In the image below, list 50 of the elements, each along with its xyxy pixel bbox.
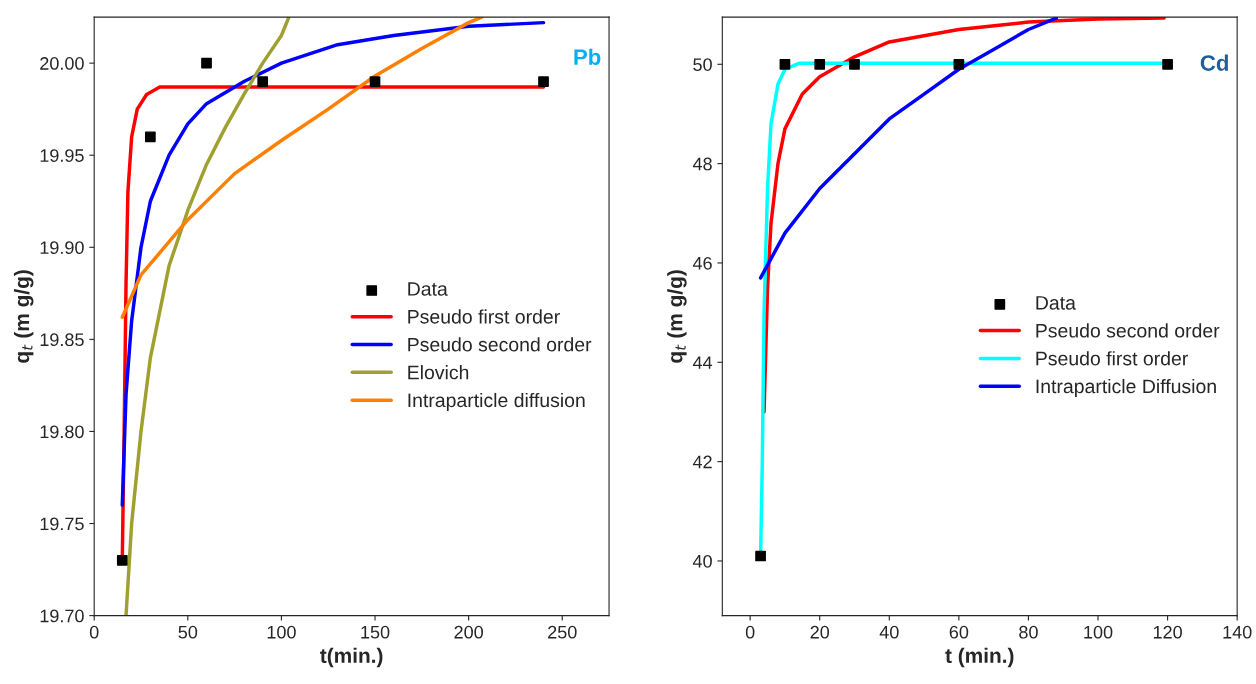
y-tick-label: 19.80 <box>40 425 84 439</box>
point <box>116 555 128 566</box>
y-tick-label: 42 <box>692 455 712 469</box>
y-tick-label: 19.90 <box>40 241 84 255</box>
x-tick-label: 120 <box>1153 625 1182 639</box>
x-axis-title: t (min.) <box>945 647 1014 668</box>
legend-label: Intraparticle diffusion <box>408 392 585 412</box>
y-tick-label: 19.85 <box>40 333 84 347</box>
legend-label: Pseudo second order <box>1036 323 1220 338</box>
point <box>369 76 381 87</box>
annotation: Cd <box>1200 54 1228 71</box>
y-tick-label: 44 <box>692 356 713 369</box>
legend-label: Pseudo first order <box>408 309 560 324</box>
x-tick-label: 80 <box>1019 625 1038 639</box>
line-series <box>124 17 291 616</box>
y-tick-label: 19.70 <box>40 609 84 623</box>
y-axis-title: q$_{t}$ (m g/g) <box>13 270 34 363</box>
x-tick-label: 200 <box>454 625 483 639</box>
x-axis-title: t(min.) <box>320 647 383 668</box>
y-axis-title: q$_{t}$ (m g/g) <box>667 270 687 363</box>
y-tick-label: 40 <box>692 554 712 568</box>
x-tick-label: 40 <box>879 625 899 639</box>
legend-label: Data <box>1036 296 1076 310</box>
legend-label: Intraparticle Diffusion <box>1036 378 1216 398</box>
x-tick-label: 60 <box>949 625 969 639</box>
y-tick-label: 46 <box>692 256 712 270</box>
y-tick-label: 19.75 <box>40 517 84 531</box>
annotation: Pb <box>574 48 601 65</box>
x-tick-label: 100 <box>1084 625 1113 639</box>
point <box>145 131 156 143</box>
y-tick-label: 50 <box>693 58 712 71</box>
x-tick-label: 140 <box>1223 625 1252 639</box>
point <box>538 76 549 87</box>
line-series <box>758 17 1059 280</box>
x-tick-label: 0 <box>745 625 755 639</box>
legend-label: Data <box>408 282 448 296</box>
y-tick-label: 48 <box>692 157 712 171</box>
legend-label: Pseudo first order <box>1036 351 1188 366</box>
x-tick-label: 250 <box>548 625 577 639</box>
point <box>201 57 212 69</box>
x-tick-label: 50 <box>178 625 198 639</box>
x-tick-label: 100 <box>267 625 296 639</box>
x-tick-label: 20 <box>810 625 830 639</box>
y-tick-label: 20.00 <box>40 57 84 70</box>
point <box>257 76 269 87</box>
legend-label: Pseudo second order <box>408 337 592 352</box>
x-tick-label: 150 <box>361 625 390 639</box>
y-tick-label: 19.95 <box>40 149 84 162</box>
x-tick-label: 0 <box>89 625 99 639</box>
legend-label: Elovich <box>408 365 469 380</box>
